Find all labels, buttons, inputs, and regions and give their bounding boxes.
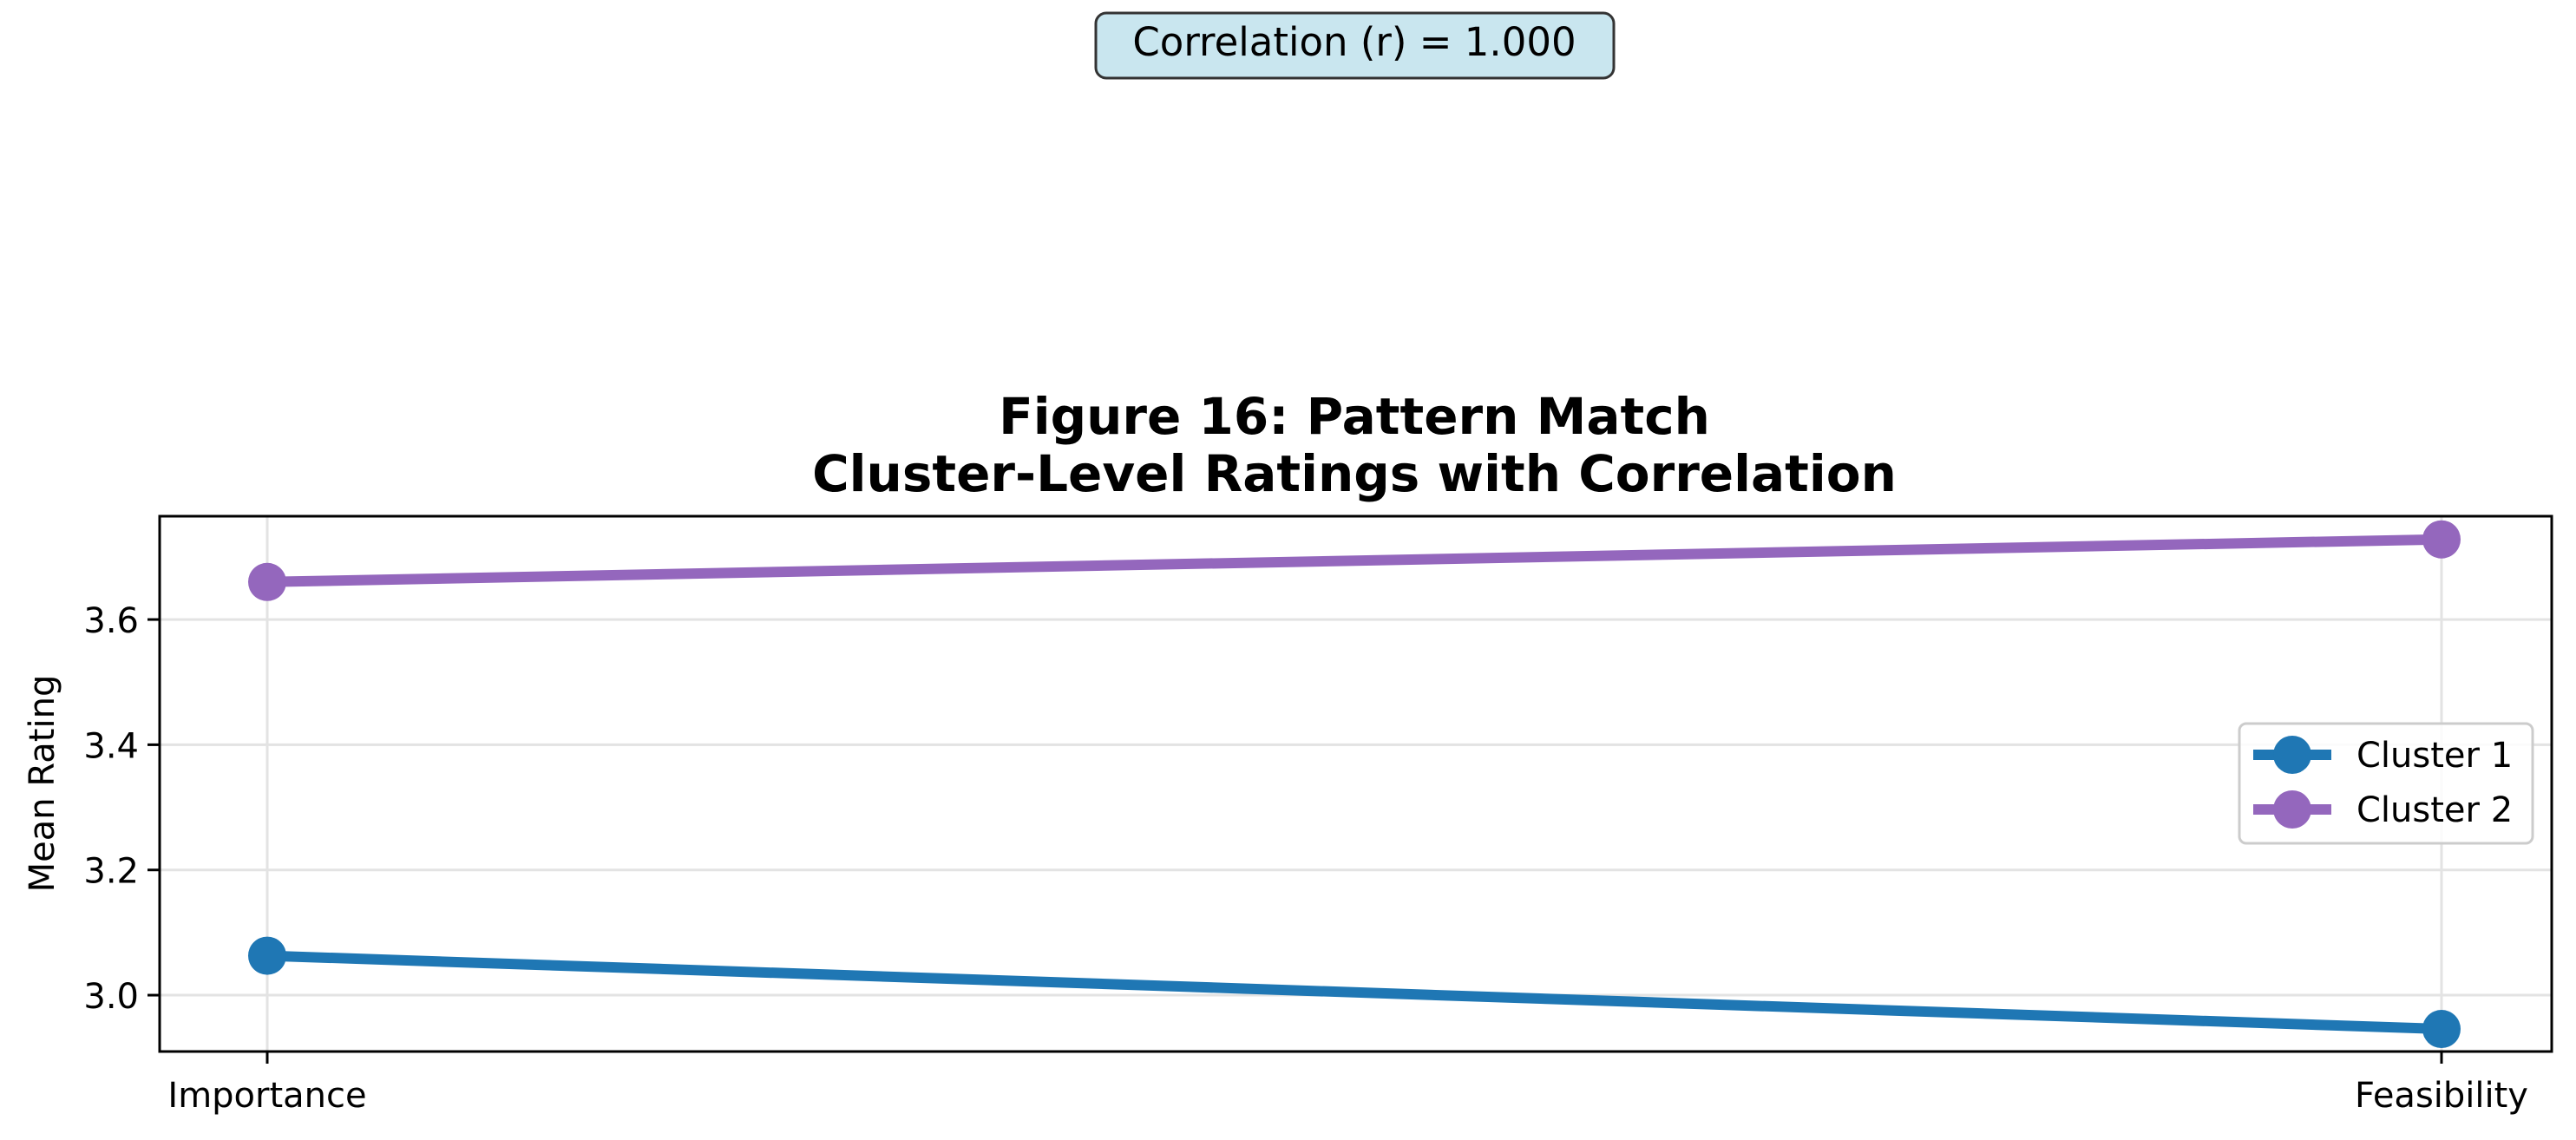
x-tick-label-feasibility: Feasibility [2355, 1076, 2528, 1116]
series-cluster-1 [248, 936, 2461, 1049]
correlation-text: Correlation (r) = 1.000 [1132, 19, 1576, 65]
legend-swatch-marker [2273, 736, 2311, 774]
y-tick-label: 3.4 [83, 726, 139, 766]
y-axis-ticks: 3.0 3.2 3.4 3.6 [83, 601, 160, 1017]
x-axis-ticks: Importance Feasibility [167, 1052, 2528, 1116]
y-tick-label: 3.6 [83, 601, 139, 641]
chart-title-line-1: Figure 16: Pattern Match [999, 387, 1710, 446]
correlation-annotation: Correlation (r) = 1.000 [1094, 11, 1616, 80]
chart-title-line-2: Cluster-Level Ratings with Correlation [812, 444, 1897, 503]
legend-label: Cluster 2 [2356, 790, 2513, 830]
series-line-cluster-2 [262, 534, 2447, 587]
legend-item-cluster-1: Cluster 1 [2253, 736, 2513, 776]
plot-area-frame [158, 514, 2553, 1053]
data-point-cluster-1-feasibility [2422, 1010, 2461, 1049]
legend: Cluster 1 Cluster 2 [2238, 722, 2534, 845]
legend-swatch-marker [2273, 790, 2311, 829]
data-point-cluster-2-importance [248, 562, 286, 601]
series-layer [248, 520, 2461, 1049]
x-tick-label-importance: Importance [167, 1076, 366, 1116]
data-point-cluster-2-feasibility [2422, 520, 2461, 559]
y-tick-label: 3.0 [83, 977, 139, 1017]
gridlines [160, 516, 2552, 1052]
series-cluster-2 [248, 520, 2461, 601]
y-axis-label: Mean Rating [23, 675, 62, 893]
data-point-cluster-1-importance [248, 936, 286, 975]
y-tick-label: 3.2 [83, 852, 139, 892]
legend-item-cluster-2: Cluster 2 [2253, 790, 2513, 830]
legend-label: Cluster 1 [2356, 736, 2513, 776]
series-line-cluster-1 [262, 950, 2447, 1035]
correlation-box [1094, 11, 1616, 80]
